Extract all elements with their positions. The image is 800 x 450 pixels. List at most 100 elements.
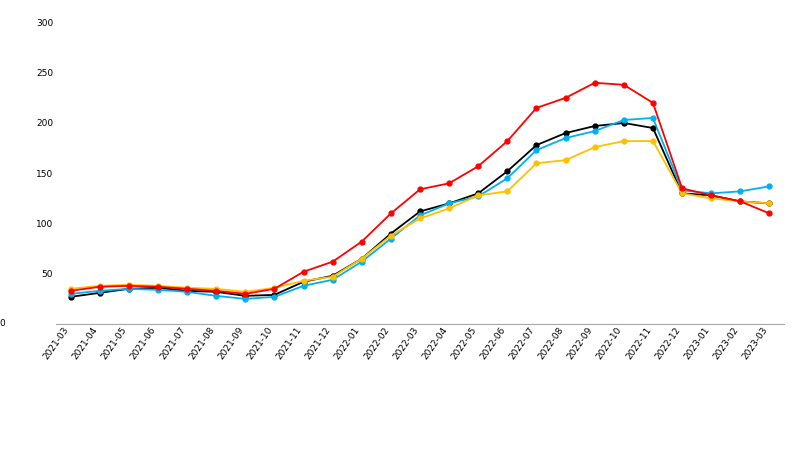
Line: Ankara: Ankara <box>68 116 772 302</box>
Ankara <box>735 189 745 194</box>
Line: Türkiye: Türkiye <box>68 121 772 299</box>
İzmir <box>153 283 162 288</box>
Ankara <box>474 194 483 199</box>
İzmir <box>66 286 75 292</box>
İzmir <box>444 206 454 211</box>
İzmir <box>124 282 134 288</box>
İstanbul <box>532 105 542 111</box>
İstanbul <box>357 239 366 244</box>
İstanbul <box>270 286 279 292</box>
İzmir <box>648 139 658 144</box>
İstanbul <box>444 180 454 186</box>
İstanbul <box>124 283 134 288</box>
Ankara <box>765 184 774 189</box>
Türkiye <box>502 169 512 174</box>
Türkiye <box>444 201 454 206</box>
Ankara <box>298 283 308 288</box>
İzmir <box>95 283 105 288</box>
Türkiye <box>124 286 134 292</box>
İzmir <box>211 286 221 292</box>
Ankara <box>153 287 162 292</box>
İzmir <box>590 144 599 150</box>
Türkiye <box>182 288 192 293</box>
Türkiye <box>706 193 716 198</box>
İstanbul <box>590 80 599 86</box>
İzmir <box>474 193 483 198</box>
Ankara <box>328 277 338 283</box>
Türkiye <box>211 289 221 295</box>
İstanbul <box>95 284 105 289</box>
İzmir <box>619 139 629 144</box>
İstanbul <box>706 193 716 198</box>
Ankara <box>502 176 512 181</box>
Türkiye <box>298 279 308 284</box>
Text: 0: 0 <box>0 320 5 328</box>
İzmir <box>415 216 425 221</box>
Türkiye <box>561 130 570 136</box>
Ankara <box>648 115 658 121</box>
İzmir <box>298 278 308 284</box>
Ankara <box>241 296 250 302</box>
İstanbul <box>678 185 687 191</box>
Türkiye <box>386 231 396 236</box>
Türkiye <box>474 191 483 196</box>
İstanbul <box>561 95 570 100</box>
Ankara <box>386 236 396 241</box>
İzmir <box>241 289 250 295</box>
Türkiye <box>415 209 425 214</box>
Ankara <box>619 117 629 123</box>
İstanbul <box>765 211 774 216</box>
Türkiye <box>241 293 250 298</box>
Türkiye <box>357 256 366 261</box>
İstanbul <box>386 211 396 216</box>
İstanbul <box>211 288 221 293</box>
Türkiye <box>590 123 599 129</box>
Türkiye <box>95 290 105 296</box>
Ankara <box>211 293 221 298</box>
İzmir <box>532 161 542 166</box>
İzmir <box>706 196 716 201</box>
İstanbul <box>328 259 338 265</box>
Türkiye <box>153 285 162 291</box>
İstanbul <box>182 286 192 292</box>
Ankara <box>95 288 105 293</box>
Line: İstanbul: İstanbul <box>68 81 772 296</box>
İzmir <box>328 274 338 279</box>
Ankara <box>270 294 279 300</box>
Türkiye <box>270 292 279 297</box>
Türkiye <box>328 273 338 279</box>
Ankara <box>706 191 716 196</box>
Line: İzmir: İzmir <box>68 139 772 294</box>
Türkiye <box>765 201 774 206</box>
İzmir <box>561 158 570 163</box>
İstanbul <box>415 187 425 192</box>
Ankara <box>561 135 570 141</box>
Ankara <box>678 188 687 193</box>
Ankara <box>532 148 542 153</box>
İzmir <box>735 199 745 204</box>
Türkiye <box>619 120 629 126</box>
Ankara <box>415 213 425 218</box>
İzmir <box>386 233 396 238</box>
Türkiye <box>532 142 542 148</box>
Türkiye <box>735 199 745 204</box>
Türkiye <box>648 125 658 130</box>
İzmir <box>357 256 366 261</box>
Ankara <box>124 286 134 292</box>
İstanbul <box>619 82 629 87</box>
Türkiye <box>66 294 75 300</box>
Ankara <box>444 201 454 206</box>
İstanbul <box>502 139 512 144</box>
İzmir <box>270 285 279 291</box>
Türkiye <box>678 191 687 196</box>
İzmir <box>502 189 512 194</box>
Ankara <box>182 289 192 295</box>
Ankara <box>590 128 599 134</box>
İzmir <box>678 191 687 196</box>
İzmir <box>182 285 192 291</box>
İstanbul <box>735 199 745 204</box>
İstanbul <box>241 291 250 297</box>
Ankara <box>357 259 366 265</box>
İstanbul <box>298 269 308 274</box>
İstanbul <box>66 288 75 293</box>
